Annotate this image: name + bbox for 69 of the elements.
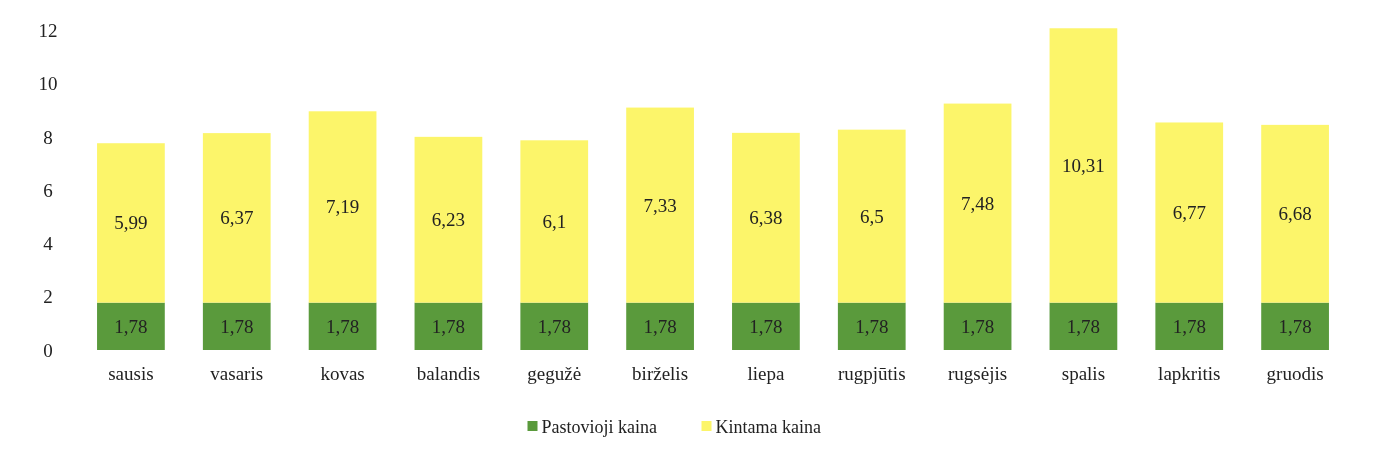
x-tick-label: gruodis <box>1266 363 1324 384</box>
bar <box>1049 302 1118 350</box>
data-label: 1,78 <box>1066 315 1101 337</box>
bar <box>414 136 483 303</box>
bar <box>202 302 271 350</box>
bar <box>626 107 694 303</box>
x-tick-label: sausis <box>108 363 154 384</box>
bar <box>732 302 800 350</box>
bar <box>837 129 906 303</box>
data-label: 1,78 <box>960 315 995 337</box>
data-label: 1,78 <box>749 315 783 337</box>
y-tick-label: 0 <box>43 339 53 361</box>
y-tick-label: 6 <box>43 179 53 201</box>
data-label: 5,99 <box>114 212 148 234</box>
data-label: 1,78 <box>643 315 677 337</box>
bar <box>97 302 165 350</box>
data-label: 7,19 <box>325 196 360 218</box>
data-label: 6,23 <box>431 209 466 231</box>
bar <box>732 132 800 303</box>
bar <box>520 302 589 350</box>
x-tick-label: kovas <box>320 363 365 384</box>
legend-label: Kintama kaina <box>715 417 821 437</box>
bar <box>308 111 377 303</box>
data-label: 1,78 <box>325 315 360 337</box>
data-label: 1,78 <box>537 315 571 337</box>
x-tick-label: liepa <box>747 363 785 384</box>
data-label: 7,33 <box>643 194 677 216</box>
data-label: 6,38 <box>749 207 783 229</box>
bar <box>1261 302 1329 350</box>
bar <box>1049 28 1118 303</box>
data-label: 1,78 <box>1278 315 1312 337</box>
x-tick-label: balandis <box>416 363 481 384</box>
x-tick-label: spalis <box>1061 363 1106 384</box>
bar <box>837 302 906 350</box>
y-tick-label: 4 <box>43 233 54 255</box>
bar <box>520 140 589 303</box>
data-label: 7,48 <box>960 192 995 214</box>
legend-label: Pastovioji kaina <box>541 417 657 437</box>
data-label: 6,77 <box>1172 202 1206 224</box>
bar <box>97 143 165 303</box>
x-tick-label: gegužė <box>527 363 582 384</box>
bar <box>1261 124 1329 303</box>
data-label: 6,5 <box>859 205 884 227</box>
bar <box>626 302 694 350</box>
bar <box>1155 302 1224 350</box>
x-tick-label: rugsėjis <box>948 363 1008 384</box>
y-tick-label: 2 <box>43 286 53 308</box>
y-tick-label: 10 <box>38 73 58 95</box>
data-label: 1,78 <box>855 315 889 337</box>
data-label: 6,1 <box>542 210 567 232</box>
data-label: 6,68 <box>1278 203 1312 225</box>
bar <box>943 103 1012 303</box>
data-label: 1,78 <box>220 315 254 337</box>
data-label: 10,31 <box>1062 154 1105 176</box>
data-label: 1,78 <box>114 315 148 337</box>
bar <box>943 302 1012 350</box>
data-label: 1,78 <box>431 315 466 337</box>
bar <box>414 302 483 350</box>
data-label: 6,37 <box>220 207 254 229</box>
x-tick-label: vasaris <box>210 363 264 384</box>
data-label: 1,78 <box>1172 315 1206 337</box>
x-tick-label: lapkritis <box>1158 363 1221 384</box>
bar <box>308 302 377 350</box>
bar <box>202 133 271 303</box>
x-tick-label: rugpjūtis <box>837 363 906 384</box>
bar <box>1155 122 1224 303</box>
y-tick-label: 12 <box>38 20 58 42</box>
x-tick-label: birželis <box>632 363 689 384</box>
y-tick-label: 8 <box>43 126 53 148</box>
